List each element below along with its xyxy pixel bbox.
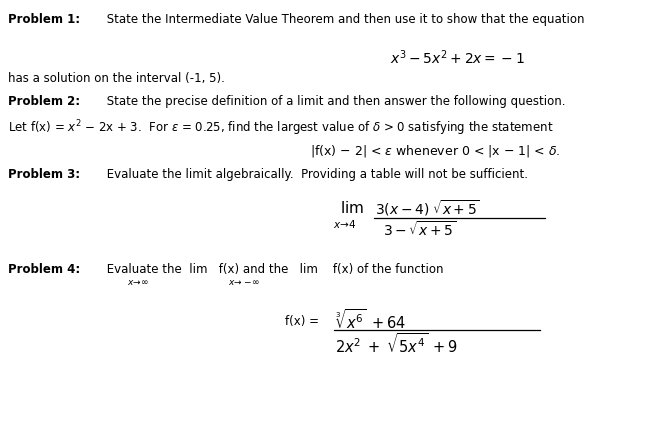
Text: $3 - \sqrt{x+5}$: $3 - \sqrt{x+5}$ [383,220,456,239]
Text: $x\!\to\!-\!\infty$: $x\!\to\!-\!\infty$ [228,278,260,287]
Text: Problem 3:: Problem 3: [8,168,80,181]
Text: Problem 2:: Problem 2: [8,95,80,108]
Text: f(x) =: f(x) = [285,315,319,328]
Text: $2x^2\; +\; \sqrt{5x^4}\; + 9$: $2x^2\; +\; \sqrt{5x^4}\; + 9$ [335,332,458,356]
Text: $x\!\to\!4$: $x\!\to\!4$ [333,218,357,230]
Text: $\sqrt[3]{x^6}\; + 64$: $\sqrt[3]{x^6}\; + 64$ [335,308,406,332]
Text: $3(x-4)\;\sqrt{x+5}$: $3(x-4)\;\sqrt{x+5}$ [375,198,480,218]
Text: $x^3 - 5x^2 + 2x = -1$: $x^3 - 5x^2 + 2x = -1$ [390,48,525,67]
Text: Let f(x) = $x^2$ $-$ 2x + 3.  For $\varepsilon$ = 0.25, find the largest value o: Let f(x) = $x^2$ $-$ 2x + 3. For $\varep… [8,118,553,138]
Text: Evaluate the limit algebraically.  Providing a table will not be sufficient.: Evaluate the limit algebraically. Provid… [103,168,528,181]
Text: $x\!\to\!\infty$: $x\!\to\!\infty$ [127,278,150,287]
Text: Problem 4:: Problem 4: [8,263,80,276]
Text: State the Intermediate Value Theorem and then use it to show that the equation: State the Intermediate Value Theorem and… [103,13,584,26]
Text: $\lim$: $\lim$ [340,200,364,216]
Text: has a solution on the interval (-1, 5).: has a solution on the interval (-1, 5). [8,72,225,85]
Text: Problem 1:: Problem 1: [8,13,80,26]
Text: State the precise definition of a limit and then answer the following question.: State the precise definition of a limit … [103,95,566,108]
Text: |f(x) $-$ 2| < $\varepsilon$ whenever 0 < |x $-$ 1| < $\delta$.: |f(x) $-$ 2| < $\varepsilon$ whenever 0 … [310,143,560,159]
Text: Evaluate the  lim   f(x) and the   lim    f(x) of the function: Evaluate the lim f(x) and the lim f(x) o… [103,263,444,276]
